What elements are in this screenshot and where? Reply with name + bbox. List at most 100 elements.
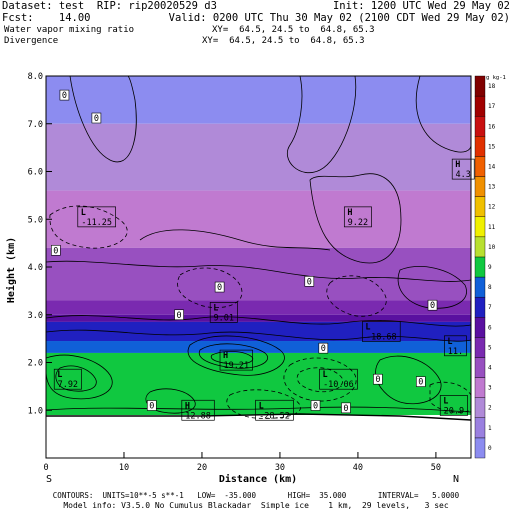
colorbar-label: 4 bbox=[488, 365, 492, 372]
extremum-value: 20.9 bbox=[444, 406, 464, 416]
y-tick-label: 7.0 bbox=[28, 120, 43, 130]
field1-name: Water vapor mixing ratio bbox=[4, 25, 135, 35]
zero-contour-label bbox=[341, 402, 351, 414]
extremum-value: -11.25 bbox=[81, 218, 112, 228]
zero-contour-label bbox=[51, 244, 61, 256]
zero-contour-text: 0 bbox=[94, 114, 99, 124]
high-marker bbox=[181, 399, 215, 421]
x-tick-label: 10 bbox=[119, 463, 129, 473]
extremum-letter: L bbox=[447, 337, 452, 347]
field2-xy: XY= 64.5, 24.5 to 64.8, 65.3 bbox=[202, 36, 365, 46]
colorbar-swatch bbox=[474, 276, 486, 298]
colorbar-label: 7 bbox=[488, 304, 492, 311]
colorbar-label: 14 bbox=[488, 163, 496, 170]
colorbar-label: 15 bbox=[488, 143, 496, 150]
zero-contour-label bbox=[373, 373, 383, 385]
low-marker bbox=[444, 335, 467, 357]
init-line: Init: 1200 UTC Wed 29 May 02 bbox=[332, 0, 510, 12]
extremum-letter: L bbox=[81, 208, 86, 218]
extremum-value: 4.3 bbox=[456, 170, 471, 180]
high-marker bbox=[451, 158, 475, 180]
extremum-value: 19.21 bbox=[223, 361, 249, 371]
shading-band bbox=[46, 314, 471, 322]
extremum-value: -10.06 bbox=[323, 380, 354, 390]
extremum-value: 7.92 bbox=[58, 380, 78, 390]
shading-band bbox=[46, 190, 471, 248]
extremum-letter: L bbox=[57, 370, 62, 380]
shading-band bbox=[46, 341, 471, 353]
y-tick-label: 4.0 bbox=[28, 263, 43, 273]
high-marker bbox=[343, 206, 372, 228]
zero-contour-text: 0 bbox=[53, 246, 58, 256]
colorbar-swatch bbox=[474, 196, 486, 217]
dataset-line: Dataset: test RIP: rip20020529 d3 bbox=[2, 0, 217, 12]
field2-name: Divergence bbox=[4, 36, 59, 46]
zero-contour-text: 0 bbox=[62, 91, 67, 101]
colorbar-label: 9 bbox=[488, 264, 492, 271]
shading-band bbox=[46, 352, 471, 416]
extremum-letter: L bbox=[259, 401, 264, 411]
colorbar-swatch bbox=[474, 136, 486, 157]
low-marker bbox=[77, 206, 116, 228]
shading-band bbox=[46, 123, 471, 191]
field1-xy: XY= 64.5, 24.5 to 64.8, 65.3 bbox=[212, 25, 375, 35]
colorbar-swatch bbox=[474, 437, 486, 459]
colorbar-swatch bbox=[474, 256, 486, 278]
colorbar-label: 3 bbox=[488, 385, 492, 392]
zero-contour-text: 0 bbox=[321, 344, 326, 354]
zero-contour-label bbox=[174, 309, 184, 321]
shading-band bbox=[46, 321, 471, 342]
colorbar-label: 5 bbox=[488, 344, 492, 351]
zero-contour-text: 0 bbox=[217, 283, 222, 293]
north-end-label: N bbox=[453, 474, 459, 485]
colorbar-swatch bbox=[474, 317, 486, 338]
valid-time-line: Valid: 0200 UTC Thu 30 May 02 (2100 CDT … bbox=[168, 12, 510, 24]
divergence-contours bbox=[46, 76, 471, 421]
shading-band bbox=[46, 76, 471, 124]
colorbar-label: 18 bbox=[488, 83, 496, 90]
south-end-label: S bbox=[46, 474, 52, 485]
extremum-value: -18.68 bbox=[366, 332, 397, 342]
colorbar-label: 0 bbox=[488, 445, 492, 452]
y-tick-label: 5.0 bbox=[28, 215, 43, 225]
y-tick-label: 1.0 bbox=[28, 406, 43, 416]
colorbar-swatch bbox=[474, 236, 486, 258]
x-tick-label: 0 bbox=[43, 463, 48, 473]
high-marker bbox=[219, 349, 253, 371]
terrain-area bbox=[46, 415, 471, 458]
y-tick-label: 3.0 bbox=[28, 311, 43, 321]
shading-band bbox=[46, 300, 471, 315]
x-tick-label: 30 bbox=[275, 463, 285, 473]
extremum-letter: H bbox=[185, 401, 190, 411]
colorbar-swatch bbox=[474, 337, 486, 358]
colorbar-label: 8 bbox=[488, 284, 492, 291]
extremum-value: 9.22 bbox=[348, 218, 368, 228]
zero-contour-label bbox=[91, 112, 102, 124]
low-marker bbox=[53, 368, 82, 390]
colorbar-swatch bbox=[474, 216, 486, 238]
extremum-value: -28.52 bbox=[259, 411, 290, 421]
low-marker bbox=[439, 395, 468, 416]
colorbar-label: 12 bbox=[488, 204, 496, 211]
contour-info-line: CONTOURS: UNITS=10**-5 s**-1 LOW= -35.00… bbox=[52, 491, 460, 500]
extremum-letter: H bbox=[347, 208, 352, 218]
extremum-letter: H bbox=[455, 160, 460, 170]
colorbar-swatch bbox=[474, 377, 486, 398]
y-axis-label: Height (km) bbox=[5, 237, 17, 303]
zero-contour-label bbox=[427, 299, 438, 311]
x-tick-label: 50 bbox=[431, 463, 441, 473]
zero-contour-text: 0 bbox=[177, 311, 182, 321]
colorbar-swatch bbox=[474, 417, 486, 439]
colorbar-unit: g kg-1 bbox=[486, 75, 506, 81]
mixing-ratio-shading bbox=[46, 76, 471, 458]
extremum-letter: L bbox=[323, 370, 328, 380]
zero-contour-text: 0 bbox=[313, 401, 318, 411]
zero-contour-label bbox=[59, 89, 70, 101]
colorbar-label: 16 bbox=[488, 123, 496, 130]
y-tick-label: 2.0 bbox=[28, 359, 43, 369]
forecast-line: Fcst: 14.00 bbox=[2, 12, 91, 24]
colorbar-label: 10 bbox=[488, 244, 496, 251]
colorbar-label: 13 bbox=[488, 184, 496, 191]
colorbar-swatch bbox=[474, 75, 486, 97]
zero-contour-label bbox=[214, 281, 225, 293]
